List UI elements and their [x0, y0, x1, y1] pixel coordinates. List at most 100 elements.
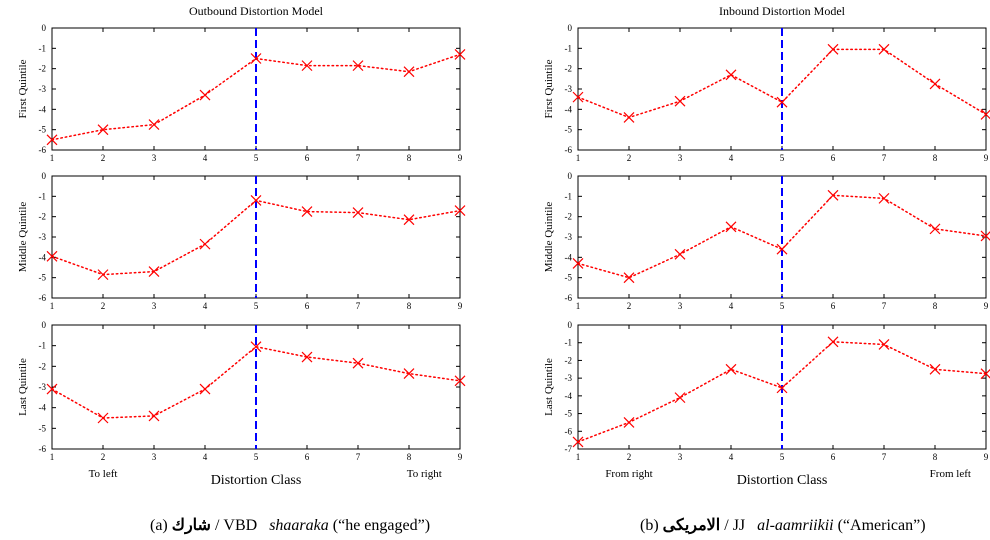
y-tick-label: -2 [39, 64, 47, 74]
data-point [454, 375, 466, 387]
y-tick-label: -6 [39, 444, 47, 454]
x-tick-label: 7 [882, 452, 887, 462]
x-tick-label: 9 [458, 301, 463, 311]
data-point [199, 383, 211, 395]
y-tick-label: -6 [565, 293, 573, 303]
y-tick-label: -3 [39, 232, 47, 242]
y-tick-label: -6 [39, 293, 47, 303]
x-tick-label: 1 [576, 301, 581, 311]
panel-middle-quintile: 0 -1 -2 -3 -4 -5 -61 2 3 4 5 6 7 8 9 Middle Quintile [17, 171, 466, 311]
y-axis-label: Middle Quintile [543, 202, 555, 273]
y-tick-label: -5 [565, 125, 573, 135]
series-line [577, 48, 987, 119]
x-tick-label: 9 [984, 452, 989, 462]
x-tick-label: 3 [152, 153, 157, 163]
y-tick-label: -2 [39, 361, 47, 371]
y-tick-label: -5 [565, 409, 573, 419]
data-point [403, 214, 415, 226]
data-point [878, 43, 890, 55]
data-point [674, 392, 686, 404]
data-point [454, 205, 466, 216]
y-tick-label: -5 [39, 423, 47, 433]
x-tick-label: 9 [458, 452, 463, 462]
caption-a-label: (a) [150, 517, 172, 534]
data-point [199, 89, 211, 101]
data-point [623, 417, 635, 428]
y-tick-label: 0 [42, 23, 47, 33]
data-point [301, 60, 313, 72]
data-point [352, 357, 364, 369]
caption-a: (a) شارك / VBD shaaraka (“he engaged”) [150, 515, 430, 535]
data-point [776, 96, 788, 108]
series-line [51, 345, 461, 419]
x-tick-label: 4 [729, 452, 734, 462]
data-point [250, 194, 262, 206]
data-point [199, 238, 211, 250]
x-tick-label: 5 [254, 452, 259, 462]
y-tick-label: -1 [39, 341, 47, 351]
x-annotation-right: From left [930, 468, 971, 480]
data-point [250, 53, 262, 64]
x-tick-label: 8 [407, 153, 412, 163]
y-tick-label: -2 [565, 212, 573, 222]
caption-a-tag: / VBD [210, 517, 262, 534]
x-tick-label: 3 [678, 452, 683, 462]
data-point [674, 95, 686, 107]
y-axis-label: Middle Quintile [17, 202, 29, 273]
x-axis-label: Distortion Class [211, 473, 302, 488]
x-tick-label: 8 [933, 301, 938, 311]
x-tick-label: 5 [780, 452, 785, 462]
panel-last-quintile: 0 -1 -2 -3 -4 -5 -61 2 3 4 5 6 7 8 9 Last Quintile [17, 320, 466, 462]
y-tick-label: 0 [568, 23, 573, 33]
x-tick-label: 3 [152, 301, 157, 311]
data-point [301, 206, 313, 218]
caption-a-translit: shaaraka [269, 517, 329, 534]
x-tick-label: 2 [101, 301, 106, 311]
data-point [148, 266, 160, 277]
data-point [148, 119, 160, 131]
x-annotation-left: To left [89, 468, 118, 480]
x-axis-label: Distortion Class [737, 473, 828, 488]
y-tick-label: -2 [565, 355, 573, 365]
y-tick-label: -7 [565, 444, 573, 454]
data-point [454, 49, 466, 60]
caption-a-arabic: شارك [171, 517, 211, 534]
data-point [352, 60, 364, 72]
data-point [725, 69, 737, 81]
x-tick-label: 9 [984, 301, 989, 311]
data-point [572, 258, 584, 269]
x-tick-label: 2 [101, 452, 106, 462]
caption-a-gloss: (“he engaged”) [328, 517, 431, 534]
data-point [776, 243, 788, 255]
x-annotation-right: To right [407, 468, 442, 480]
x-tick-label: 6 [305, 153, 310, 163]
x-tick-label: 5 [780, 153, 785, 163]
x-tick-label: 1 [50, 452, 55, 462]
data-point [572, 91, 584, 103]
x-tick-label: 4 [203, 301, 208, 311]
series-line [577, 341, 987, 443]
y-tick-label: 0 [568, 171, 573, 181]
caption-b-gloss: (“American”) [833, 517, 926, 534]
data-point [980, 230, 990, 242]
x-tick-label: 1 [50, 153, 55, 163]
x-tick-label: 9 [458, 153, 463, 163]
data-point [878, 339, 890, 350]
y-tick-label: -5 [39, 125, 47, 135]
x-tick-label: 3 [678, 301, 683, 311]
y-tick-label: -1 [565, 191, 573, 201]
data-point [725, 221, 737, 233]
y-tick-label: 0 [42, 320, 47, 330]
data-point [250, 341, 262, 353]
x-tick-label: 5 [780, 301, 785, 311]
y-tick-label: -4 [565, 391, 573, 401]
x-tick-label: 7 [356, 452, 361, 462]
caption-b-arabic: الامريكى [662, 517, 721, 534]
panel-first-quintile: 0 -1 -2 -3 -4 -5 -61 2 3 4 5 6 7 8 9 First Quintile [543, 23, 990, 163]
y-tick-label: -3 [565, 232, 573, 242]
x-tick-label: 4 [203, 153, 208, 163]
data-point [46, 383, 58, 395]
x-tick-label: 4 [729, 153, 734, 163]
